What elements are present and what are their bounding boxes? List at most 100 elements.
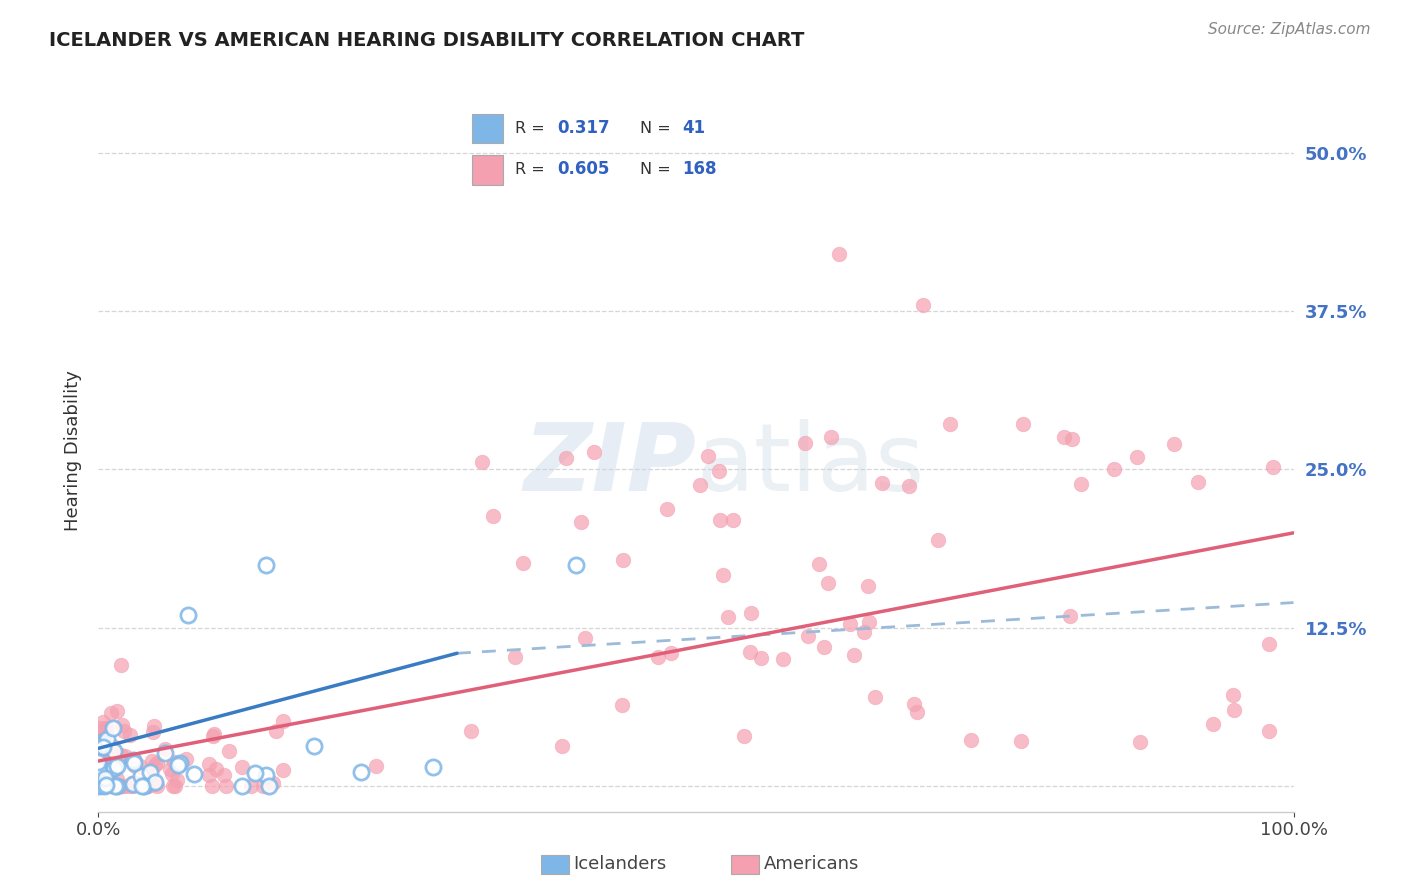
Point — [87, 765, 110, 780]
Y-axis label: Hearing Disability: Hearing Disability — [63, 370, 82, 531]
Point — [104, 780, 127, 794]
Point — [91, 735, 114, 749]
Point — [136, 772, 159, 787]
Point — [145, 780, 167, 794]
Point — [117, 780, 139, 794]
Point — [262, 775, 284, 789]
Point — [820, 430, 842, 444]
Text: ICELANDER VS AMERICAN HEARING DISABILITY CORRELATION CHART: ICELANDER VS AMERICAN HEARING DISABILITY… — [49, 31, 804, 50]
Point — [839, 617, 862, 632]
Point — [91, 780, 114, 794]
Point — [96, 766, 118, 780]
Point — [582, 445, 605, 459]
Point — [197, 768, 219, 782]
Point — [183, 767, 205, 781]
Point — [128, 759, 150, 773]
Point — [422, 760, 444, 774]
Point — [112, 780, 135, 794]
Point — [366, 759, 388, 773]
Point — [121, 776, 143, 790]
Point — [711, 568, 734, 582]
Point — [103, 755, 125, 769]
Point — [852, 624, 875, 639]
Point — [89, 780, 111, 794]
Point — [817, 576, 839, 591]
Point — [103, 744, 125, 758]
Point — [105, 780, 128, 794]
Point — [162, 780, 184, 794]
Point — [503, 649, 526, 664]
Point — [1126, 450, 1149, 464]
Point — [1010, 734, 1032, 748]
Point — [254, 558, 277, 572]
Point — [153, 742, 176, 756]
Point — [90, 754, 112, 768]
Point — [271, 764, 294, 778]
Point — [813, 640, 835, 654]
Point — [215, 780, 238, 794]
Point — [139, 765, 162, 780]
Point — [1129, 735, 1152, 749]
Point — [939, 417, 962, 431]
Point — [717, 610, 740, 624]
Point — [231, 780, 253, 794]
Point — [858, 615, 880, 629]
Point — [91, 739, 114, 754]
Point — [159, 762, 181, 776]
Point — [93, 756, 115, 770]
Point — [169, 756, 191, 770]
Point — [659, 646, 682, 660]
Point — [94, 721, 117, 735]
Point — [689, 478, 711, 492]
Point — [163, 756, 186, 770]
Point — [1163, 437, 1185, 451]
Point — [108, 780, 131, 794]
Point — [101, 752, 124, 766]
Point — [89, 780, 111, 794]
Point — [93, 780, 115, 794]
Point — [569, 515, 592, 529]
Point — [927, 533, 949, 548]
Point — [89, 780, 111, 794]
Point — [740, 645, 762, 659]
Point — [93, 729, 115, 743]
Point — [91, 775, 114, 789]
Point — [87, 770, 110, 784]
Point — [103, 739, 125, 754]
Point — [1202, 717, 1225, 731]
Point — [135, 780, 157, 794]
Point — [1053, 430, 1076, 444]
Point — [264, 723, 287, 738]
Point — [796, 629, 818, 643]
Point — [1187, 475, 1209, 490]
Point — [87, 721, 110, 735]
Point — [136, 767, 159, 781]
Point — [155, 746, 177, 760]
Point — [960, 733, 983, 747]
Point — [856, 579, 879, 593]
Point — [1223, 703, 1246, 717]
Point — [201, 780, 224, 794]
Point — [89, 762, 111, 776]
Point — [709, 464, 731, 478]
Point — [177, 608, 200, 623]
Point — [129, 769, 152, 783]
Point — [254, 767, 277, 781]
Point — [94, 771, 117, 785]
Point — [103, 780, 125, 794]
Point — [610, 698, 633, 713]
Point — [1060, 432, 1083, 446]
Point — [87, 772, 110, 787]
Point — [218, 744, 240, 758]
Text: Icelanders: Icelanders — [574, 855, 666, 873]
Point — [142, 719, 165, 733]
Point — [100, 706, 122, 720]
Point — [212, 768, 235, 782]
Point — [91, 764, 114, 779]
Point — [1059, 608, 1081, 623]
Point — [1257, 637, 1279, 651]
Point — [90, 739, 112, 754]
Point — [93, 780, 115, 794]
Point — [555, 450, 578, 465]
Point — [89, 780, 111, 794]
